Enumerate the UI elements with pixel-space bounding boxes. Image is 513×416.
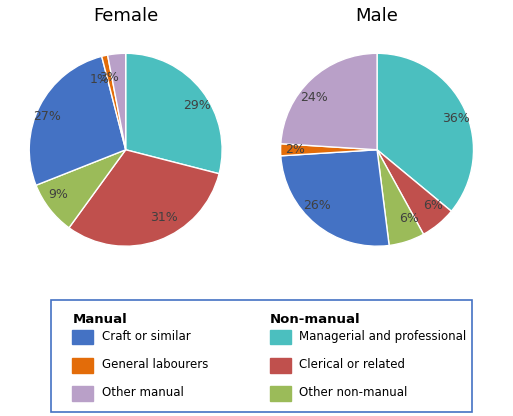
Wedge shape	[29, 56, 126, 185]
Wedge shape	[108, 53, 126, 150]
Bar	[72, 330, 93, 344]
Wedge shape	[281, 53, 377, 150]
Text: 27%: 27%	[33, 110, 61, 124]
Text: Managerial and professional: Managerial and professional	[300, 330, 467, 343]
Wedge shape	[281, 144, 377, 156]
Wedge shape	[126, 53, 222, 174]
Text: 1%: 1%	[90, 73, 110, 86]
Text: 31%: 31%	[150, 211, 178, 224]
Wedge shape	[102, 55, 126, 150]
Wedge shape	[377, 150, 451, 234]
Title: Male: Male	[356, 7, 399, 25]
Bar	[72, 358, 93, 373]
Text: Other manual: Other manual	[102, 386, 184, 399]
Text: 36%: 36%	[443, 112, 470, 126]
Text: 3%: 3%	[99, 71, 119, 84]
Wedge shape	[36, 150, 126, 228]
Text: General labourers: General labourers	[102, 358, 208, 371]
Text: Non-manual: Non-manual	[270, 313, 361, 326]
Text: 26%: 26%	[303, 199, 331, 212]
Text: Clerical or related: Clerical or related	[300, 358, 405, 371]
Text: 6%: 6%	[400, 212, 419, 225]
Text: 6%: 6%	[423, 199, 443, 212]
Text: Manual: Manual	[72, 313, 127, 326]
Bar	[270, 386, 291, 401]
Text: Craft or similar: Craft or similar	[102, 330, 190, 343]
Wedge shape	[377, 150, 424, 245]
Title: Female: Female	[93, 7, 159, 25]
Wedge shape	[69, 150, 219, 246]
Wedge shape	[377, 53, 473, 211]
Text: 2%: 2%	[285, 143, 305, 156]
FancyBboxPatch shape	[51, 300, 472, 412]
Text: Other non-manual: Other non-manual	[300, 386, 408, 399]
Bar	[270, 358, 291, 373]
Text: 24%: 24%	[300, 91, 327, 104]
Text: 9%: 9%	[49, 188, 69, 201]
Bar	[72, 386, 93, 401]
Bar	[270, 330, 291, 344]
Wedge shape	[281, 150, 389, 246]
Text: 29%: 29%	[183, 99, 211, 112]
